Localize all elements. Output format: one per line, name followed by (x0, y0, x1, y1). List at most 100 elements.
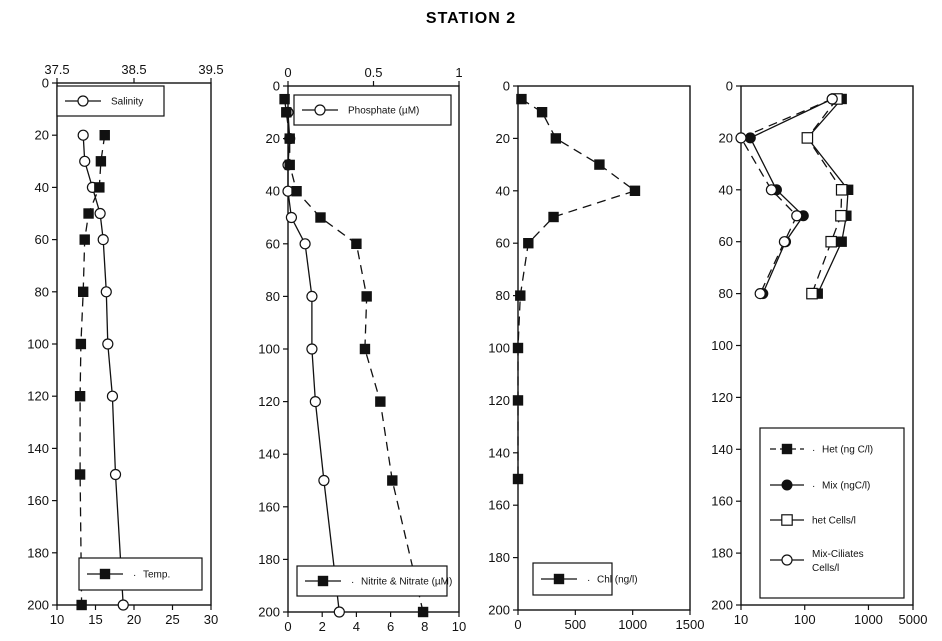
y-tick-label: 60 (35, 232, 49, 247)
x-tick-label: 10 (452, 619, 466, 634)
figure-title: STATION 2 (425, 10, 517, 27)
data-point (285, 211, 298, 224)
data-point (550, 133, 562, 144)
legend-dot: · (133, 570, 136, 581)
y-tick-label: 0 (273, 79, 280, 94)
data-point (83, 208, 94, 219)
data-point (594, 159, 605, 170)
data-point (512, 342, 524, 354)
data-point (548, 211, 559, 223)
data-point (318, 474, 330, 487)
legend-frame (296, 565, 448, 597)
data-point (309, 396, 321, 408)
y-tick-label: 200 (258, 605, 280, 620)
data-point (523, 238, 534, 249)
data-point (102, 338, 114, 350)
series-line (749, 98, 833, 294)
y-tick-label: 140 (711, 442, 733, 457)
top-tick-label: 0.5 (364, 65, 382, 80)
data-point (279, 93, 290, 105)
legend-box: Phosphate (µM) (293, 94, 452, 126)
x-tick-label: 5000 (899, 612, 928, 627)
series-line (283, 99, 424, 613)
legend-label: Phosphate (µM) (348, 106, 419, 117)
y-tick-label: 160 (258, 499, 280, 514)
x-tick-label: 1000 (854, 612, 883, 627)
y-tick-label: 40 (496, 183, 510, 198)
data-point (417, 606, 429, 618)
y-tick-label: 40 (266, 184, 280, 199)
x-tick-label: 10 (50, 612, 64, 627)
legend-marker (77, 95, 89, 107)
series-line (740, 98, 833, 294)
legend-box: · Het (ng C/l) · Mix (ngC/l) het Cells/l Mix-… (759, 427, 905, 599)
data-point (77, 129, 89, 141)
legend-dot: · (587, 575, 590, 586)
y-tick-label: 20 (496, 131, 510, 146)
data-point (117, 599, 129, 611)
series-1 (279, 93, 429, 618)
y-tick-label: 120 (711, 390, 733, 405)
y-tick-label: 60 (719, 234, 733, 249)
x-tick-label: 6 (387, 619, 394, 634)
data-point (74, 469, 86, 480)
series-0 (512, 93, 641, 485)
series-3 (735, 93, 838, 300)
data-point (79, 155, 91, 167)
y-tick-label: 140 (258, 447, 280, 462)
series-line (806, 98, 843, 294)
y-tick-label: 120 (488, 393, 510, 408)
data-point (306, 290, 318, 302)
data-point (375, 396, 386, 407)
y-tick-label: 20 (719, 130, 733, 145)
legend-box: · Temp. (78, 557, 203, 591)
legend-label: Nitrite & Nitrate (µM) (361, 577, 452, 588)
data-point (95, 156, 107, 167)
data-point (516, 93, 527, 105)
x-tick-label: 0 (284, 619, 291, 634)
legend-marker (314, 104, 326, 116)
top-tick-label: 1 (455, 65, 462, 80)
data-point (512, 473, 524, 485)
y-tick-label: 180 (488, 550, 510, 565)
legend-label: Het (ng C/l) (822, 445, 873, 456)
top-tick-label: 39.5 (198, 62, 223, 77)
data-point (333, 606, 345, 618)
y-tick-label: 200 (27, 598, 49, 613)
legend-dot: · (351, 577, 354, 588)
series-0 (282, 106, 345, 618)
x-tick-label: 1000 (618, 617, 647, 632)
legend-label: Mix-Ciliates (812, 549, 864, 560)
legend-box: · Nitrite & Nitrate (µM) (296, 565, 452, 597)
x-tick-label: 10 (734, 612, 748, 627)
data-point (74, 391, 86, 402)
x-tick-label: 0 (514, 617, 521, 632)
y-tick-label: 20 (35, 128, 49, 143)
data-point (842, 184, 854, 195)
data-point (806, 287, 818, 300)
data-point (77, 286, 89, 297)
x-tick-label: 15 (88, 612, 102, 627)
data-point (97, 234, 109, 246)
y-tick-label: 40 (35, 180, 49, 195)
series-0 (77, 129, 129, 611)
legend-marker (781, 479, 793, 491)
data-point (351, 238, 362, 249)
panel-chlorophyll: 0 20 40 60 80 100 120 140 160 180 200 0 500 1000 1500 ·… (488, 79, 704, 633)
x-tick-label: 500 (564, 617, 586, 632)
legend-marker (317, 575, 329, 587)
data-point (315, 212, 326, 223)
y-tick-label: 0 (503, 79, 510, 94)
legend-dot: · (812, 445, 815, 456)
x-tick-label: 4 (353, 619, 360, 634)
data-point (778, 236, 791, 248)
y-tick-label: 80 (719, 286, 733, 301)
y-tick-label: 160 (27, 493, 49, 508)
y-tick-label: 80 (35, 284, 49, 299)
data-point (825, 235, 837, 248)
data-point (835, 184, 848, 196)
data-point (387, 475, 398, 486)
